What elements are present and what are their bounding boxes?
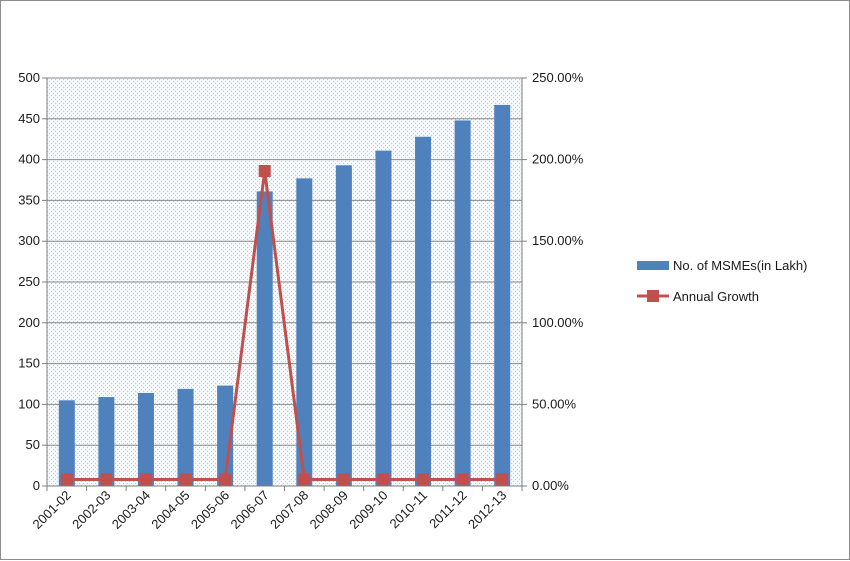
bar: [415, 136, 432, 486]
bar: [98, 397, 115, 486]
right-tick-label: 250.00%: [532, 70, 584, 85]
bar: [217, 385, 234, 486]
legend-label-growth: Annual Growth: [673, 289, 759, 304]
bar: [177, 388, 194, 486]
line-point: [456, 473, 469, 486]
x-tick-label: 2010-11: [386, 488, 430, 532]
line-point: [139, 473, 152, 486]
legend-swatch-msmes: [637, 261, 669, 270]
right-tick-label: 150.00%: [532, 233, 584, 248]
left-tick-label: 450: [18, 111, 40, 126]
bar: [256, 191, 273, 486]
x-tick-label: 2006-07: [227, 488, 271, 532]
left-tick-label: 300: [18, 233, 40, 248]
x-tick-label: 2004-05: [148, 488, 192, 532]
left-tick-label: 50: [26, 437, 40, 452]
x-tick-label: 2002-03: [69, 488, 113, 532]
bar: [58, 400, 75, 486]
line-point: [100, 473, 113, 486]
line-point: [60, 473, 73, 486]
x-tick-label: 2007-08: [267, 488, 311, 532]
left-tick-label: 350: [18, 192, 40, 207]
bar: [296, 178, 313, 487]
x-tick-label: 2001-02: [30, 488, 74, 532]
bar-series: [58, 104, 511, 487]
bar: [335, 165, 352, 486]
left-tick-label: 250: [18, 274, 40, 289]
bar: [454, 120, 471, 486]
right-tick-label: 50.00%: [532, 396, 577, 411]
left-tick-label: 500: [18, 70, 40, 85]
line-point: [298, 473, 311, 486]
x-tick-label: 2003-04: [109, 488, 153, 532]
line-point: [496, 473, 509, 486]
bar: [494, 104, 511, 486]
gridlines: [47, 77, 522, 487]
growth-line: [66, 170, 503, 481]
x-tick-label: 2011-12: [426, 488, 470, 532]
right-tick-label: 0.00%: [532, 478, 569, 493]
right-axis-ticks: 0.00% 50.00% 100.00% 150.00% 200.00% 250.00%: [522, 70, 584, 493]
left-tick-label: 100: [18, 396, 40, 411]
line-point: [337, 473, 350, 486]
line-point: [258, 165, 271, 178]
x-tick-label: 2012-13: [465, 488, 509, 532]
bar: [375, 150, 392, 486]
x-tick-label: 2009-10: [346, 488, 390, 532]
left-tick-label: 0: [33, 478, 40, 493]
line-point: [417, 473, 430, 486]
x-tick-label: 2008-09: [307, 488, 351, 532]
line-point: [179, 473, 192, 486]
line-point: [377, 473, 390, 486]
x-tick-label: 2005-06: [188, 488, 232, 532]
line-point: [219, 473, 232, 486]
line-series: [60, 165, 509, 486]
x-axis-ticks: 2001-022002-032003-042004-052005-062006-…: [30, 486, 523, 532]
right-tick-label: 200.00%: [532, 152, 584, 167]
right-tick-label: 100.00%: [532, 315, 584, 330]
legend-swatch-growth-marker: [647, 290, 659, 302]
left-tick-label: 400: [18, 152, 40, 167]
left-tick-label: 200: [18, 315, 40, 330]
legend: No. of MSMEs(in Lakh) Annual Growth: [637, 258, 807, 304]
legend-label-msmes: No. of MSMEs(in Lakh): [673, 258, 807, 273]
left-tick-label: 150: [18, 356, 40, 371]
bar: [137, 392, 154, 486]
left-axis-ticks: 0 50 100 150 200 250 300 350 400 450 500: [18, 70, 47, 493]
